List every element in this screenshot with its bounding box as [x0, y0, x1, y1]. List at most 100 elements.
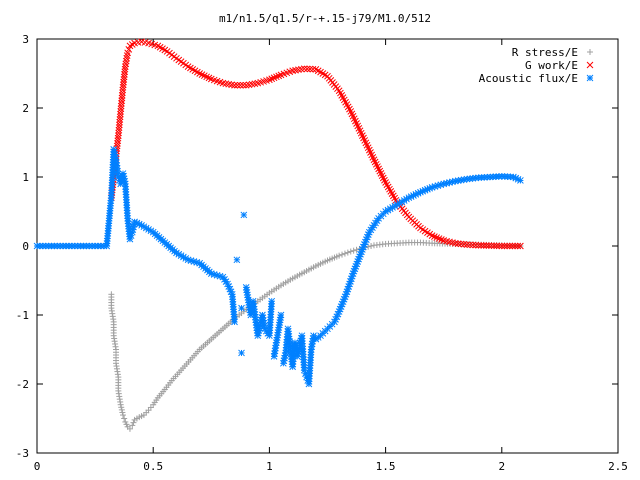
- data-point-cross: [493, 242, 500, 250]
- data-point-cross: [475, 241, 482, 249]
- data-point-cross: [511, 242, 519, 250]
- data-point-cross: [431, 233, 438, 240]
- data-point-cross: [122, 57, 130, 65]
- data-point-plus: [118, 406, 125, 413]
- data-point-cross: [306, 65, 314, 73]
- legend-marker: [587, 49, 593, 55]
- data-point-cross: [460, 240, 468, 248]
- data-point-plus: [118, 404, 125, 411]
- data-point-cross: [115, 126, 123, 134]
- data-point-star: [238, 349, 245, 357]
- y-tick-label: 3: [22, 33, 29, 46]
- y-tick-label: 1: [22, 171, 29, 184]
- data-point-cross: [509, 242, 516, 250]
- data-point-cross: [480, 242, 488, 249]
- data-point-plus: [117, 401, 124, 408]
- legend-label: Acoustic flux/E: [479, 72, 578, 85]
- y-tick-label: -3: [16, 447, 29, 460]
- data-point-cross: [454, 240, 462, 247]
- y-tick-label: 0: [22, 240, 29, 253]
- data-point-cross: [472, 241, 480, 249]
- data-point-cross: [239, 81, 247, 89]
- x-tick-label: 1.5: [376, 460, 396, 473]
- data-point-cross: [234, 81, 241, 89]
- y-tick-label: 2: [22, 102, 29, 115]
- data-point-cross: [477, 242, 485, 249]
- data-point-cross: [451, 239, 459, 247]
- data-point-cross: [457, 240, 465, 248]
- data-point-star: [231, 318, 238, 326]
- data-point-cross: [116, 121, 123, 129]
- series-1: [108, 38, 524, 250]
- legend-label: G work/E: [525, 59, 578, 72]
- data-point-cross: [495, 242, 503, 250]
- data-point-plus: [368, 243, 375, 249]
- data-point-cross: [121, 65, 129, 73]
- data-point-plus: [121, 415, 128, 422]
- data-point-cross: [116, 118, 123, 126]
- data-point-cross: [117, 102, 125, 110]
- data-point-star: [517, 177, 524, 184]
- data-point-cross: [117, 110, 124, 118]
- series-layer: [33, 38, 524, 432]
- y-tick-label: -1: [16, 309, 29, 322]
- data-point-star: [240, 211, 248, 219]
- data-point-plus: [336, 252, 343, 259]
- x-tick-label: 2.5: [608, 460, 628, 473]
- data-point-cross: [438, 236, 445, 243]
- legend-marker: [586, 74, 594, 82]
- data-point-cross: [115, 129, 122, 137]
- x-tick-label: 2: [498, 460, 505, 473]
- data-point-cross: [123, 52, 131, 59]
- data-point-cross: [469, 241, 477, 249]
- data-point-plus: [119, 412, 126, 419]
- data-point-cross: [506, 242, 514, 250]
- data-point-cross: [514, 242, 522, 250]
- data-point-cross: [270, 74, 278, 82]
- data-point-cross: [121, 63, 129, 70]
- series-2: [33, 146, 524, 388]
- data-point-plus: [350, 247, 357, 254]
- data-point-plus: [119, 409, 126, 416]
- data-point-cross: [117, 105, 125, 113]
- x-tick-label: 1: [266, 460, 273, 473]
- legend-marker: [586, 61, 594, 69]
- data-point-plus: [347, 248, 354, 255]
- data-point-cross: [118, 91, 126, 99]
- data-point-star: [111, 151, 119, 158]
- data-point-cross: [119, 86, 127, 94]
- data-point-cross: [309, 65, 317, 73]
- data-point-star: [233, 256, 241, 264]
- data-point-star: [277, 311, 285, 319]
- data-point-cross: [300, 65, 308, 73]
- data-point-plus: [129, 422, 136, 429]
- data-point-cross: [119, 89, 126, 97]
- data-point-cross: [116, 116, 124, 123]
- data-point-cross: [485, 242, 493, 249]
- data-point-star: [268, 297, 276, 305]
- data-point-cross: [275, 72, 283, 80]
- data-point-cross: [118, 97, 126, 105]
- data-point-cross: [118, 100, 125, 107]
- y-axis: -3 -2 -1 0 1 2 3: [16, 33, 618, 460]
- data-point-cross: [114, 132, 122, 139]
- data-point-cross: [466, 241, 474, 249]
- data-point-cross: [517, 242, 524, 250]
- data-point-cross: [115, 124, 123, 131]
- data-point-cross: [114, 134, 122, 142]
- x-tick-label: 0.5: [143, 460, 163, 473]
- data-point-plus: [341, 250, 348, 257]
- legend-label: R stress/E: [512, 46, 578, 59]
- chart-title: m1/n1.5/q1.5/r-+.15-j79/M1.0/512: [219, 12, 431, 25]
- y-tick-label: -2: [16, 378, 29, 391]
- data-point-cross: [503, 242, 511, 250]
- data-point-cross: [117, 108, 125, 115]
- data-point-cross: [490, 242, 498, 250]
- data-point-plus: [353, 246, 360, 253]
- data-point-star: [238, 304, 245, 312]
- data-point-cross: [266, 76, 273, 84]
- data-point-cross: [428, 232, 436, 240]
- data-point-cross: [116, 113, 124, 121]
